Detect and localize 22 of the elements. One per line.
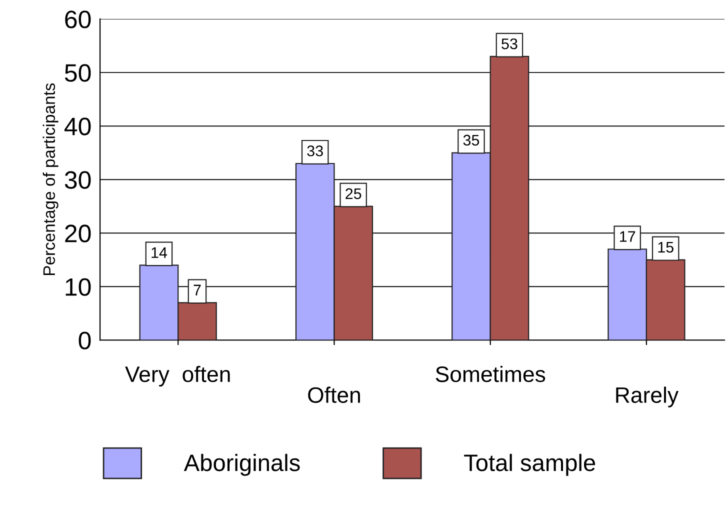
data-label: 14 [152, 247, 168, 258]
y-tick-label: 0 [78, 332, 91, 350]
x-tick-label: Very often [125, 366, 230, 387]
data-label: 17 [620, 231, 636, 242]
data-label: 35 [463, 134, 480, 146]
y-tick-label: 60 [65, 10, 91, 28]
y-tick-label: 10 [66, 278, 91, 296]
y-tick-label: 20 [65, 224, 91, 242]
y-axis-title: Percentage of participants [42, 83, 58, 275]
x-tick-label: Often [308, 386, 360, 403]
data-label: 15 [658, 242, 674, 253]
data-label: 53 [502, 38, 518, 50]
data-label: 7 [194, 284, 201, 296]
y-tick-label: 30 [64, 171, 91, 189]
y-tick-label: 50 [64, 64, 91, 82]
legend-label: Aboriginals [184, 454, 300, 476]
data-label: 33 [307, 145, 323, 156]
y-tick-label: 40 [64, 118, 91, 136]
x-tick-label: Rarely [616, 386, 679, 408]
legend-label: Total sample [464, 454, 596, 476]
x-tick-label: Sometimes [436, 366, 546, 382]
data-label: 25 [346, 188, 362, 200]
